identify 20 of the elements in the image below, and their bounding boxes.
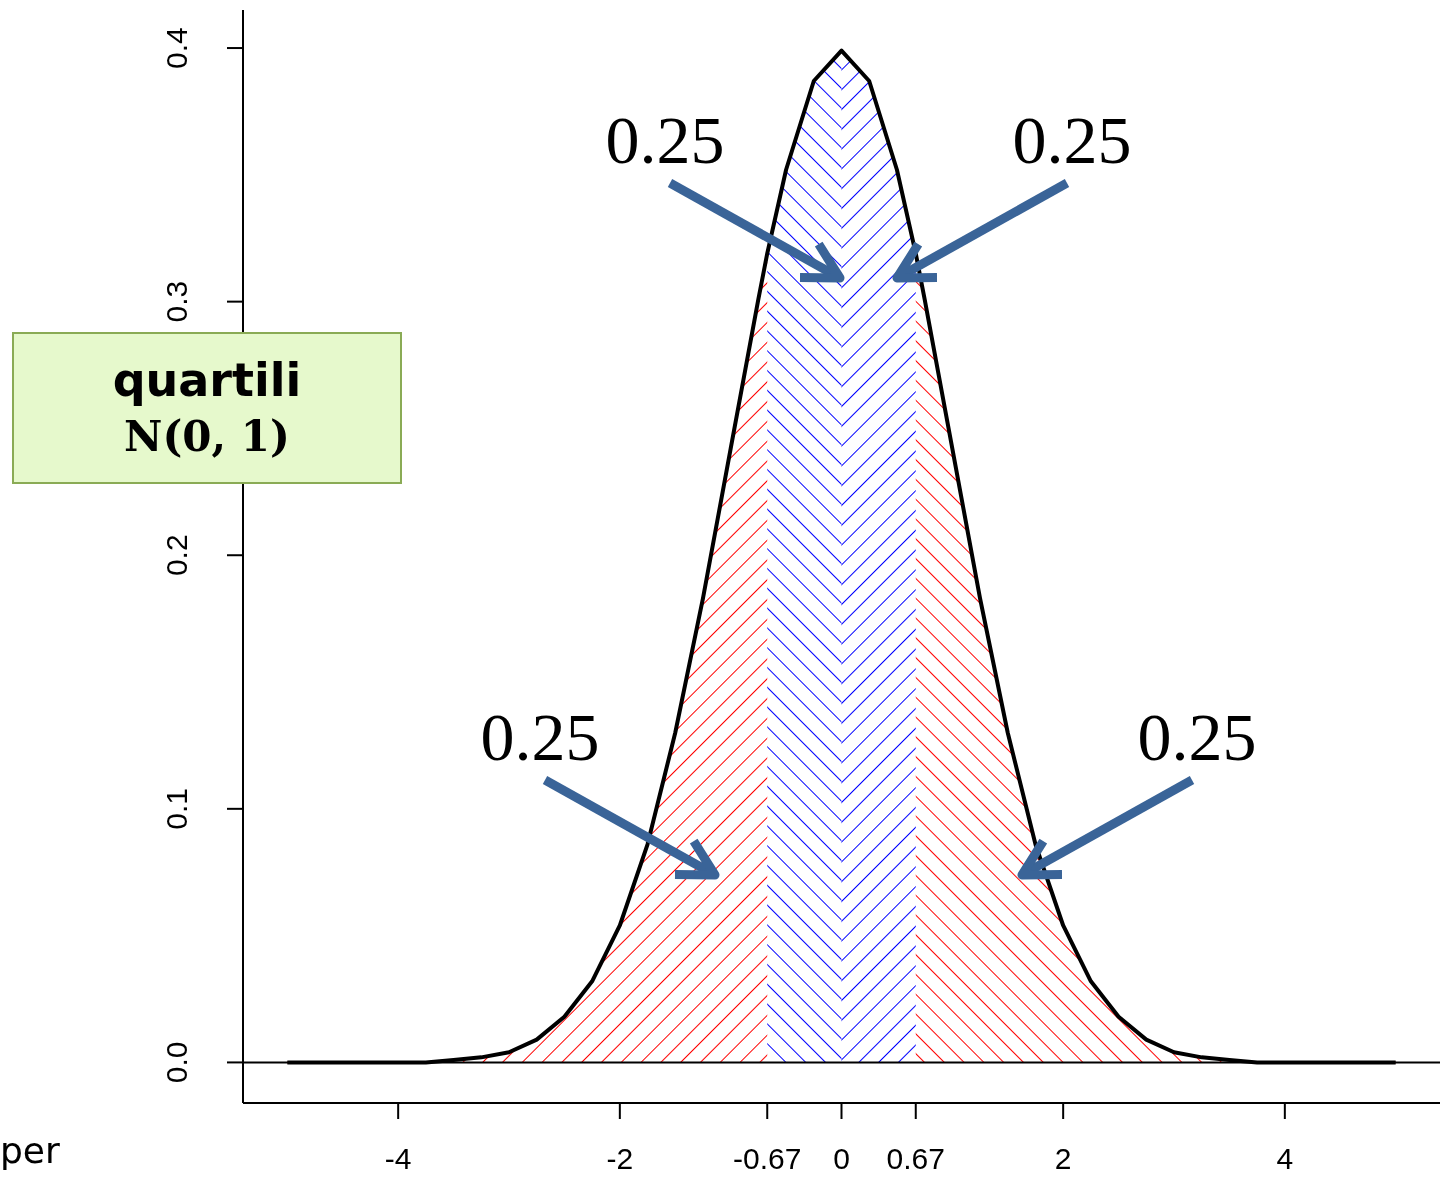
annotation: 0.25 (605, 102, 725, 178)
x-tick-label: 0.67 (886, 1142, 945, 1175)
label-box: quartili N(0, 1) (12, 332, 402, 484)
x-tick-label: 4 (1276, 1142, 1294, 1175)
x-tick-label: 0 (833, 1142, 850, 1175)
annotation: quartili (112, 352, 302, 409)
annotation: 0.25 (1137, 699, 1257, 775)
x-tick-label: -4 (384, 1142, 412, 1175)
annotation: 0.25 (480, 699, 600, 775)
y-tick-label: 0.1 (160, 787, 194, 830)
y-tick-label: 0.2 (160, 534, 194, 577)
annotation: 0.25 (1012, 102, 1132, 178)
x-tick-label: -2 (606, 1142, 634, 1175)
annotation: N(0, 1) (124, 411, 290, 463)
x-tick-label: -0.67 (733, 1142, 802, 1175)
y-tick-label: 0.4 (160, 27, 194, 69)
y-tick-label: 0.3 (160, 280, 194, 323)
text: per (0, 1130, 60, 1171)
y-tick-label: 0.0 (160, 1041, 194, 1084)
x-tick-label: 2 (1054, 1142, 1072, 1175)
